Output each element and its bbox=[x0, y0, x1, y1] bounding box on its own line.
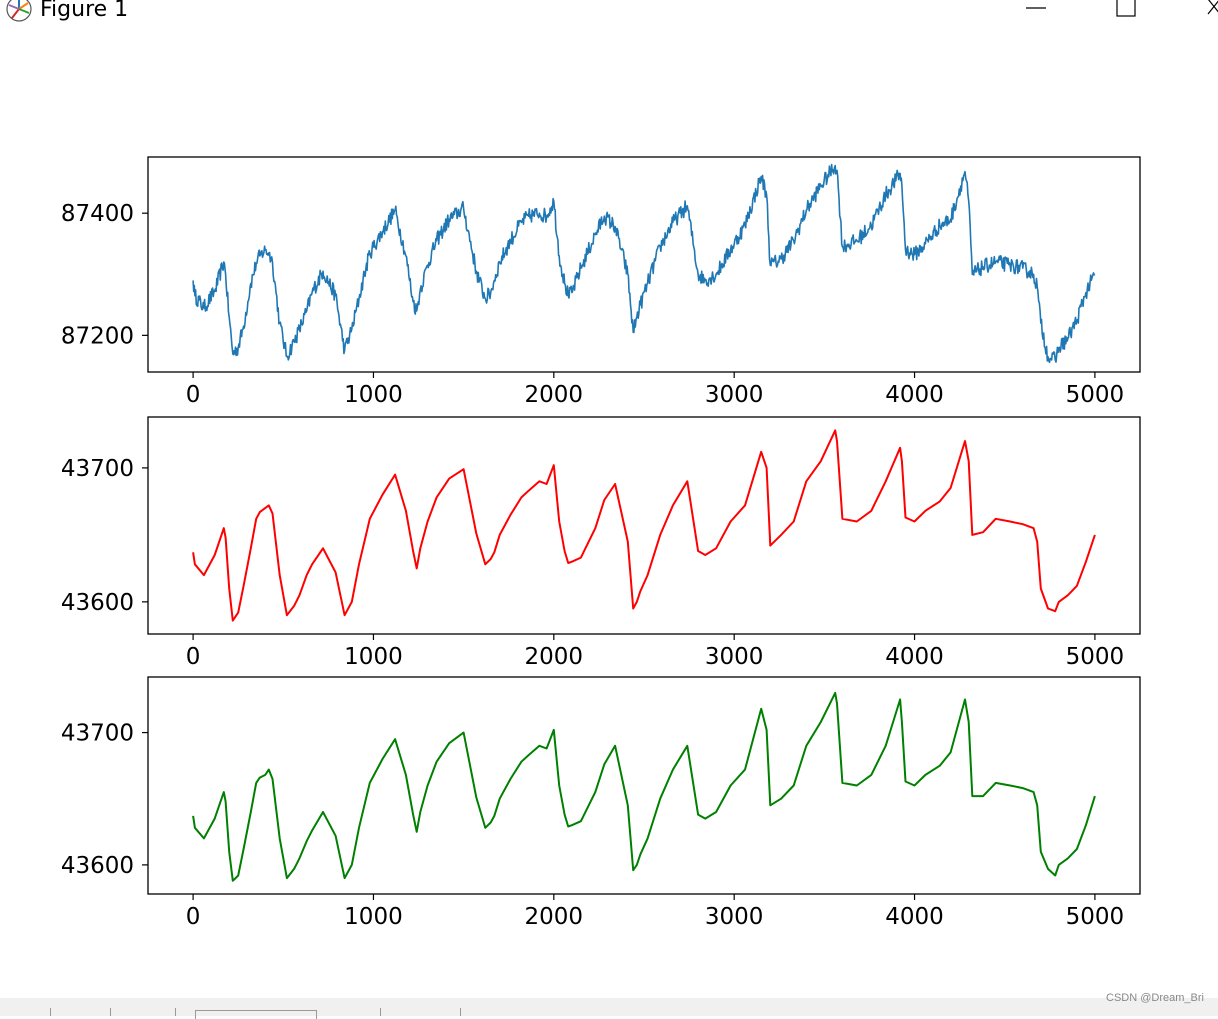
x-tick-label: 3000 bbox=[705, 644, 764, 670]
x-tick-label: 5000 bbox=[1066, 644, 1125, 670]
y-tick-label: 87200 bbox=[61, 323, 134, 349]
x-tick-label: 4000 bbox=[885, 644, 944, 670]
toolbar-button[interactable] bbox=[50, 1008, 51, 1016]
x-tick-label: 2000 bbox=[525, 382, 584, 408]
x-tick-label: 3000 bbox=[705, 904, 764, 930]
x-tick-label: 2000 bbox=[525, 644, 584, 670]
series-line bbox=[192, 429, 1096, 622]
x-tick-label: 1000 bbox=[344, 382, 403, 408]
navigation-toolbar bbox=[0, 998, 1218, 1019]
series-line bbox=[192, 691, 1096, 882]
x-tick-label: 4000 bbox=[885, 382, 944, 408]
watermark: CSDN @Dream_Bri bbox=[1106, 992, 1204, 1004]
x-tick-label: 2000 bbox=[525, 904, 584, 930]
axes-frame bbox=[147, 676, 1141, 895]
window-title: Figure 1 bbox=[40, 0, 129, 22]
toolbar-button[interactable] bbox=[175, 1008, 176, 1016]
x-tick-label: 0 bbox=[186, 904, 201, 930]
minimize-icon[interactable] bbox=[1016, 0, 1056, 20]
x-tick-label: 0 bbox=[186, 644, 201, 670]
close-icon[interactable] bbox=[1198, 0, 1218, 20]
x-tick-label: 5000 bbox=[1066, 382, 1125, 408]
axes-frame bbox=[147, 156, 1141, 373]
toolbar-button[interactable] bbox=[380, 1008, 381, 1016]
x-tick-label: 1000 bbox=[344, 904, 403, 930]
x-tick-label: 4000 bbox=[885, 904, 944, 930]
y-tick-label: 43700 bbox=[61, 456, 134, 482]
axes-frame bbox=[147, 416, 1141, 635]
y-tick-label: 87400 bbox=[61, 201, 134, 227]
y-tick-label: 43600 bbox=[61, 590, 134, 616]
title-bar: Figure 1 bbox=[0, 0, 1218, 28]
x-tick-label: 3000 bbox=[705, 382, 764, 408]
y-tick-label: 43600 bbox=[61, 853, 134, 879]
y-tick-label: 43700 bbox=[61, 721, 134, 747]
toolbar-button[interactable] bbox=[110, 1008, 111, 1016]
figure-canvas: 0 1000 2000 3000 4000 5000 87200 87400 0 1000 2000… bbox=[61, 156, 1141, 930]
x-tick-label: 5000 bbox=[1066, 904, 1125, 930]
series-line bbox=[192, 163, 1096, 364]
matplotlib-icon bbox=[6, 0, 32, 22]
toolbar-button[interactable] bbox=[460, 1008, 461, 1016]
x-tick-label: 1000 bbox=[344, 644, 403, 670]
toolbar-button[interactable] bbox=[195, 1010, 317, 1019]
maximize-icon[interactable] bbox=[1106, 0, 1146, 20]
x-tick-label: 0 bbox=[186, 382, 201, 408]
